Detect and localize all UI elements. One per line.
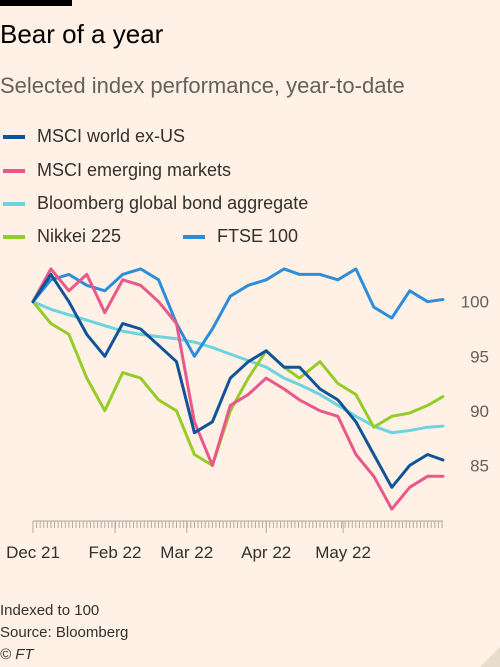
legend-label-msci-emerging-markets: MSCI emerging markets	[37, 160, 232, 180]
legend-label-msci-world-ex-us: MSCI world ex-US	[37, 126, 186, 146]
series-line-msci-world-ex-us	[31, 272, 445, 489]
legend-label-bloomberg-bond: Bloomberg global bond aggregate	[37, 193, 309, 213]
footer-note: Indexed to 100	[0, 602, 100, 619]
legend-swatch-msci-emerging-markets	[3, 168, 25, 173]
legend-label-nikkei-225: Nikkei 225	[37, 226, 122, 246]
legend-item-ftse-100: FTSE 100	[183, 226, 298, 247]
y-tick-label-95: 95	[470, 347, 489, 366]
legend-swatch-msci-world-ex-us	[3, 134, 25, 139]
series-line-nikkei-225	[31, 300, 445, 467]
x-tick-label-feb-22: Feb 22	[89, 543, 142, 562]
series-line-bloomberg-global-bond-aggregate	[31, 300, 445, 435]
legend-swatch-nikkei-225	[3, 234, 25, 239]
legend-item-nikkei-225: Nikkei 225	[3, 226, 121, 247]
y-tick-label-100: 100	[461, 293, 489, 312]
chart-title: Bear of a year	[0, 19, 164, 49]
corner-fold	[480, 647, 500, 667]
footer-source: Source: Bloomberg	[0, 624, 129, 641]
legend-item-bloomberg-bond: Bloomberg global bond aggregate	[3, 193, 308, 214]
ft-top-bar	[0, 0, 72, 6]
x-tick-label-mar-22: Mar 22	[160, 543, 213, 562]
ft-logo: © FT	[0, 646, 34, 663]
legend-swatch-bloomberg-bond	[3, 201, 25, 206]
legend-label-ftse-100: FTSE 100	[217, 226, 299, 246]
y-tick-label-85: 85	[470, 456, 489, 475]
chart-subtitle: Selected index performance, year-to-date	[0, 73, 405, 98]
series-line-msci-emerging-markets	[31, 267, 445, 511]
legend-item-msci-emerging-markets: MSCI emerging markets	[3, 160, 231, 181]
legend-item-msci-world-ex-us: MSCI world ex-US	[3, 126, 185, 147]
x-tick-label-dec-21: Dec 21	[6, 543, 60, 562]
series-line-ftse-100	[31, 267, 445, 358]
x-tick-label-may-22: May 22	[315, 543, 371, 562]
x-tick-label-apr-22: Apr 22	[241, 543, 291, 562]
legend-swatch-ftse-100	[183, 234, 205, 239]
y-tick-label-90: 90	[470, 402, 489, 421]
line-chart: 85 90 95 100 Dec 21 Feb 22 Mar 22 Apr 22 May 22	[6, 267, 489, 562]
